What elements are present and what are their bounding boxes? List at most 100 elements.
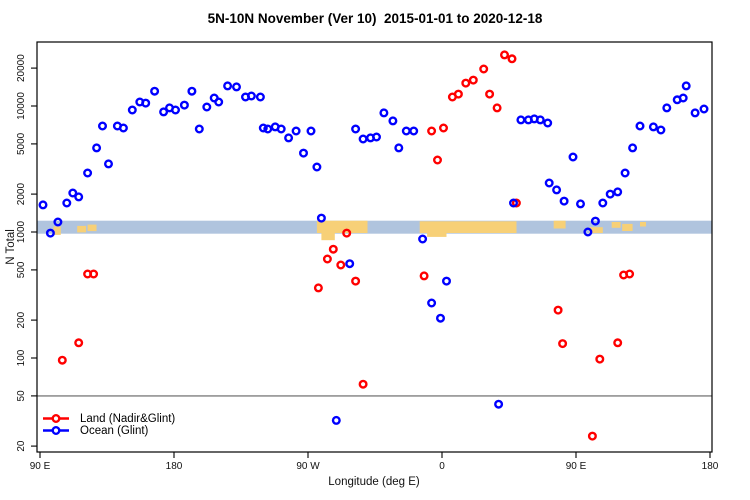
y-tick-label: 1000: [16, 220, 27, 243]
land-patch: [316, 220, 368, 233]
data-point-ocean: [246, 91, 256, 101]
x-tick-label: 90 W: [296, 461, 320, 472]
data-point-ocean: [306, 126, 316, 136]
land-patch: [87, 224, 97, 232]
data-point-ocean: [699, 104, 709, 114]
data-point-ocean: [223, 81, 233, 91]
data-point-land: [625, 269, 635, 279]
data-point-ocean: [255, 92, 265, 102]
land-patch: [321, 232, 335, 241]
legend-item-land: Land (Nadir&Glint): [42, 413, 175, 425]
data-point-ocean: [45, 228, 55, 238]
data-point-ocean: [53, 217, 63, 227]
y-tick-label: 100: [16, 349, 27, 366]
data-point-ocean: [127, 105, 137, 115]
data-point-ocean: [509, 198, 519, 208]
data-point-land: [419, 271, 429, 281]
y-tick-label: 50: [16, 390, 27, 402]
data-point-ocean: [231, 82, 241, 92]
data-point-ocean: [656, 125, 666, 135]
data-point-land: [558, 339, 568, 349]
data-point-ocean: [214, 97, 224, 107]
data-point-land: [57, 355, 67, 365]
data-point-ocean: [590, 216, 600, 226]
data-point-land: [461, 78, 471, 88]
data-point-ocean: [62, 198, 72, 208]
data-point-ocean: [690, 108, 700, 118]
data-point-ocean: [620, 168, 630, 178]
data-point-ocean: [194, 124, 204, 134]
y-tick-label: 500: [16, 261, 27, 278]
data-point-ocean: [150, 86, 160, 96]
data-point-ocean: [662, 103, 672, 113]
data-point-ocean: [568, 152, 578, 162]
data-point-land: [313, 283, 323, 293]
data-point-ocean: [494, 399, 504, 409]
land-patch: [622, 223, 633, 231]
land-patch: [53, 226, 61, 235]
land-patch: [589, 227, 603, 233]
data-point-ocean: [535, 115, 545, 125]
data-point-land: [336, 260, 346, 270]
data-point-ocean: [543, 118, 553, 128]
land-patch: [611, 222, 621, 228]
data-point-ocean: [635, 121, 645, 131]
data-point-ocean: [141, 98, 151, 108]
data-point-ocean: [358, 134, 368, 144]
data-point-ocean: [605, 189, 615, 199]
data-point-ocean: [103, 159, 113, 169]
data-point-ocean: [97, 121, 107, 131]
x-tick-label: 90 E: [566, 461, 587, 472]
data-point-ocean: [613, 187, 623, 197]
data-point-ocean: [409, 126, 419, 136]
y-tick-label: 2000: [16, 183, 27, 206]
data-point-ocean: [388, 116, 398, 126]
data-point-ocean: [436, 313, 446, 323]
data-point-ocean: [284, 133, 294, 143]
y-tick-label: 10000: [16, 92, 27, 120]
data-point-land: [613, 338, 623, 348]
data-point-ocean: [442, 276, 452, 286]
data-point-ocean: [418, 234, 428, 244]
data-point-land: [468, 75, 478, 85]
data-point-land: [587, 431, 597, 441]
data-point-ocean: [276, 124, 286, 134]
y-tick-label: 200: [16, 311, 27, 328]
data-point-ocean: [258, 123, 268, 133]
data-point-ocean: [312, 162, 322, 172]
data-point-land: [427, 126, 437, 136]
x-tick-label: 90 E: [30, 461, 51, 472]
data-point-land: [351, 276, 361, 286]
data-point-ocean: [678, 93, 688, 103]
data-point-ocean: [544, 178, 554, 188]
data-point-land: [595, 354, 605, 364]
data-point-ocean: [291, 126, 301, 136]
data-point-land: [74, 338, 84, 348]
x-tick-label: 180: [166, 461, 183, 472]
data-point-land: [492, 103, 502, 113]
data-point-ocean: [583, 227, 593, 237]
data-point-land: [342, 228, 352, 238]
data-point-ocean: [372, 132, 382, 142]
data-point-land: [553, 305, 563, 315]
data-point-land: [485, 89, 495, 99]
data-point-ocean: [263, 124, 273, 134]
y-tick-label: 20000: [16, 54, 27, 82]
data-point-ocean: [576, 199, 586, 209]
land-patch: [553, 220, 566, 229]
data-point-ocean: [351, 124, 361, 134]
data-point-land: [479, 64, 489, 74]
data-point-ocean: [179, 100, 189, 110]
data-point-ocean: [331, 415, 341, 425]
data-point-ocean: [92, 143, 102, 153]
data-point-ocean: [299, 148, 309, 158]
data-point-ocean: [83, 168, 93, 178]
legend-label-ocean: Ocean (Glint): [80, 424, 149, 437]
data-point-ocean: [628, 143, 638, 153]
x-tick-label: 180: [702, 461, 719, 472]
legend-item-ocean: Ocean (Glint): [42, 424, 175, 437]
data-point-land: [500, 50, 510, 60]
x-axis-label: Longitude (deg E): [328, 476, 420, 488]
data-point-land: [433, 155, 443, 165]
